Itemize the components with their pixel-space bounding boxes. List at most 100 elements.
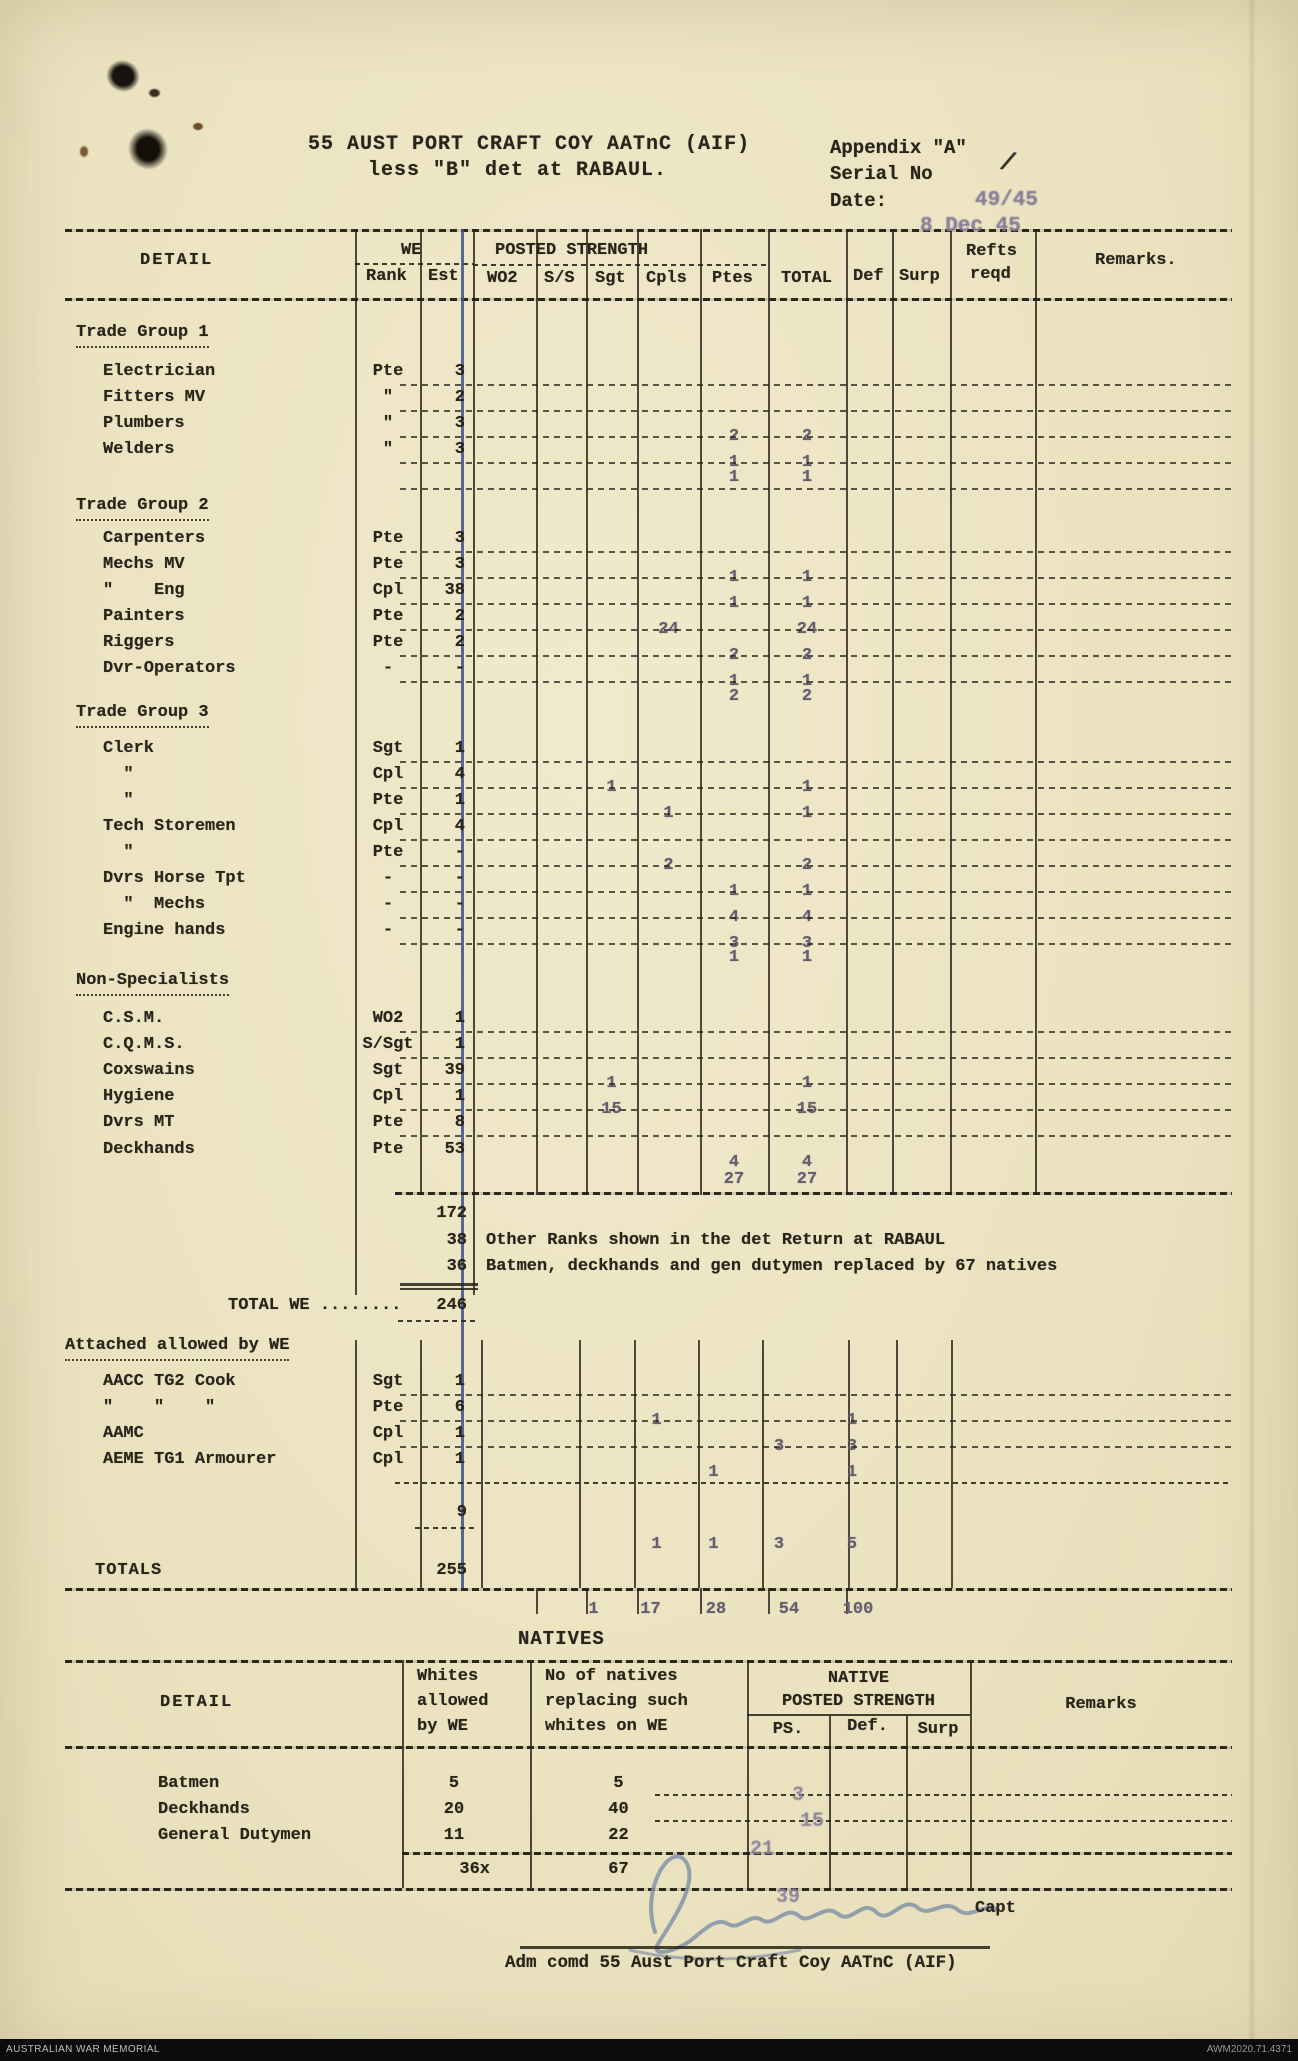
natives-col-natives-line1: No of natives xyxy=(545,1667,678,1686)
detail-cell: Tech Storemen xyxy=(103,817,236,836)
rank-cell: Cpl xyxy=(372,817,404,836)
signature-rank: Capt xyxy=(975,1899,1016,1918)
grand-ptes: 28 xyxy=(705,1600,727,1619)
detail-cell: Plumbers xyxy=(103,414,185,433)
est-cell: 1 xyxy=(454,1372,465,1391)
document-title-line1: 55 AUST PORT CRAFT COY AATnC (AIF) xyxy=(308,133,751,156)
est-cell: 1 xyxy=(454,791,465,810)
est-cell: 3 xyxy=(454,362,465,381)
detail-cell: " " " xyxy=(103,1398,216,1417)
rank-cell: Cpl xyxy=(372,1450,404,1469)
table-row: Deckhands Pte 53 4 4 xyxy=(65,1138,1232,1172)
note2-value: 36 xyxy=(446,1257,467,1276)
natives-row: General Dutymen 11 22 xyxy=(65,1824,1232,1850)
col-header-remarks: Remarks. xyxy=(1095,251,1177,270)
detail-cell: " xyxy=(103,765,134,784)
rank-cell: Cpl xyxy=(372,1424,404,1443)
posted-sgt-cell: 1 xyxy=(651,1535,662,1554)
detail-cell: Mechs MV xyxy=(103,555,185,574)
detail-cell: C.Q.M.S. xyxy=(103,1035,185,1054)
natives-col-group-line2: POSTED STRENGTH xyxy=(781,1692,936,1711)
table-row: " Mechs - - 4 4 xyxy=(65,893,1232,927)
posted-total-cell: 1 xyxy=(801,468,813,487)
table-row: 2 2 xyxy=(65,683,1232,709)
grand-overall: 100 xyxy=(842,1600,874,1619)
rank-cell: " xyxy=(382,440,394,459)
detail-cell: Fitters MV xyxy=(103,388,206,407)
est-cell: - xyxy=(454,921,465,940)
est-cell: 2 xyxy=(454,633,465,652)
est-cell: 3 xyxy=(454,555,465,574)
rank-cell: Pte xyxy=(372,529,404,548)
archive-footer-bar: AUSTRALIAN WAR MEMORIAL AWM2020.71.4371 xyxy=(0,2039,1298,2061)
posted-ptes-cell: 1 xyxy=(728,948,740,967)
blue-margin-line xyxy=(461,229,464,1588)
rank-cell: " xyxy=(382,414,394,433)
posted-ptes-cell: 27 xyxy=(723,1170,745,1189)
document-title-line2: less "B" det at RABAUL. xyxy=(368,159,668,182)
natives-col-whites-line1: Whites xyxy=(417,1667,479,1686)
col-header-sgt: Sgt xyxy=(595,269,626,288)
detail-cell: " xyxy=(103,791,134,810)
rank-cell: " xyxy=(382,388,394,407)
natives-whites: 11 xyxy=(443,1826,465,1845)
table-row: " Pte 1 1 1 xyxy=(65,789,1232,823)
posted-total-cell: 4 xyxy=(801,1153,813,1172)
table-row: Tech Storemen Cpl 4 xyxy=(65,815,1232,841)
rank-cell: - xyxy=(382,895,394,914)
posted-total-cell: 1 xyxy=(801,948,813,967)
detail-cell: Clerk xyxy=(103,739,155,758)
rank-cell: Sgt xyxy=(372,1061,404,1080)
rank-cell: Pte xyxy=(372,843,404,862)
posted-ptes-cell: 1 xyxy=(728,468,740,487)
detail-cell: Engine hands xyxy=(103,921,226,940)
est-cell: 1 xyxy=(454,1009,465,1028)
section-heading-trade-group-1: Trade Group 1 xyxy=(76,322,209,348)
totals-label: TOTALS xyxy=(95,1561,163,1580)
note2-text: Batmen, deckhands and gen dutymen replac… xyxy=(486,1257,1058,1276)
signature-caption: Adm comd 55 Aust Port Craft Coy AATnC (A… xyxy=(505,1953,957,1973)
rank-cell: Pte xyxy=(372,607,404,626)
detail-cell: " Mechs xyxy=(103,895,206,914)
detail-cell: " xyxy=(103,843,134,862)
archive-id: AWM2020.71.4371 xyxy=(1206,2044,1292,2055)
table-row: Welders " 3 1 1 xyxy=(65,438,1232,472)
est-cell: 1 xyxy=(454,739,465,758)
table-row: Carpenters Pte 3 xyxy=(65,527,1232,553)
est-cell: 3 xyxy=(454,529,465,548)
natives-whites: 20 xyxy=(443,1800,465,1819)
rank-cell: Pte xyxy=(372,1140,404,1159)
col-header-ss: S/S xyxy=(544,269,575,288)
col-header-we: WE xyxy=(401,241,422,260)
est-cell: 2 xyxy=(454,388,465,407)
posted-total-cell: 1 xyxy=(846,1463,858,1482)
note1-text: Other Ranks shown in the det Return at R… xyxy=(486,1231,946,1250)
date-stamp: 8 Dec 45 xyxy=(920,215,1021,238)
rank-cell: Cpl xyxy=(372,765,404,784)
detail-cell: AACC TG2 Cook xyxy=(103,1372,236,1391)
table-row: " " " Pte 6 1 1 xyxy=(65,1396,1232,1430)
natives-total-count: 67 xyxy=(608,1860,629,1879)
rank-cell: Pte xyxy=(372,633,404,652)
total-we-label: TOTAL WE ........ xyxy=(228,1296,402,1315)
table-row: " Cpl 4 1 1 xyxy=(65,763,1232,797)
note1-value: 38 xyxy=(446,1231,467,1250)
natives-col-natives-line2: replacing such xyxy=(545,1692,688,1711)
est-cell: 1 xyxy=(454,1087,465,1106)
rank-cell: Sgt xyxy=(372,1372,404,1391)
rank-cell: Pte xyxy=(372,1398,404,1417)
est-cell: - xyxy=(454,843,465,862)
est-cell: 39 xyxy=(444,1061,465,1080)
rank-cell: Pte xyxy=(372,1113,404,1132)
col-header-rank: Rank xyxy=(366,267,407,286)
appendix-label: Appendix "A" xyxy=(830,137,967,159)
detail-cell: AAMC xyxy=(103,1424,144,1443)
totals-est-value: 255 xyxy=(436,1561,467,1580)
table-row: Clerk Sgt 1 xyxy=(65,737,1232,763)
col-header-posted-strength: POSTED STRENGTH xyxy=(495,241,649,260)
natives-detail: Batmen xyxy=(158,1774,220,1793)
est-cell: - xyxy=(454,895,465,914)
we-subtotal: 172 xyxy=(436,1204,467,1223)
table-row: AAMC Cpl 1 3 3 xyxy=(65,1422,1232,1456)
detail-cell: " Eng xyxy=(103,581,185,600)
